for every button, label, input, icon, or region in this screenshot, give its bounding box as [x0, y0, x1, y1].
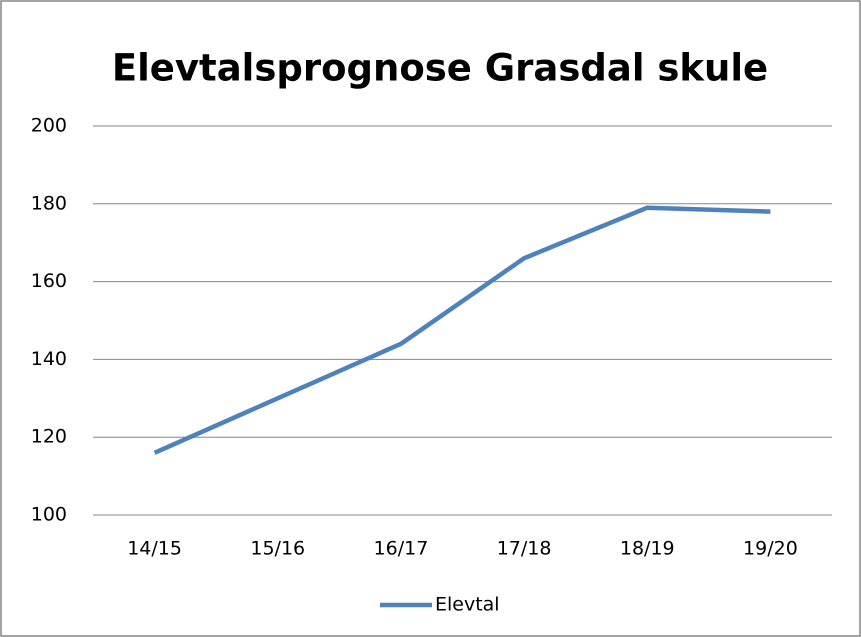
y-tick-label: 140	[31, 348, 67, 370]
data-line	[153, 205, 771, 455]
chart-title: Elevtalsprognose Grasdal skule	[112, 47, 768, 90]
y-tick-label: 180	[31, 192, 67, 214]
y-tick-label: 200	[31, 115, 67, 137]
x-tick-label: 19/20	[743, 538, 798, 560]
x-tick-label: 14/15	[127, 538, 182, 560]
legend-label: Elevtal	[435, 594, 500, 616]
x-tick-label: 17/18	[497, 538, 552, 560]
y-tick-label: 120	[31, 426, 67, 448]
x-tick-label: 16/17	[374, 538, 429, 560]
y-tick-label: 160	[31, 270, 67, 292]
y-tick-label: 100	[31, 504, 67, 526]
x-tick-label: 15/16	[250, 538, 305, 560]
x-tick-label: 18/19	[620, 538, 675, 560]
